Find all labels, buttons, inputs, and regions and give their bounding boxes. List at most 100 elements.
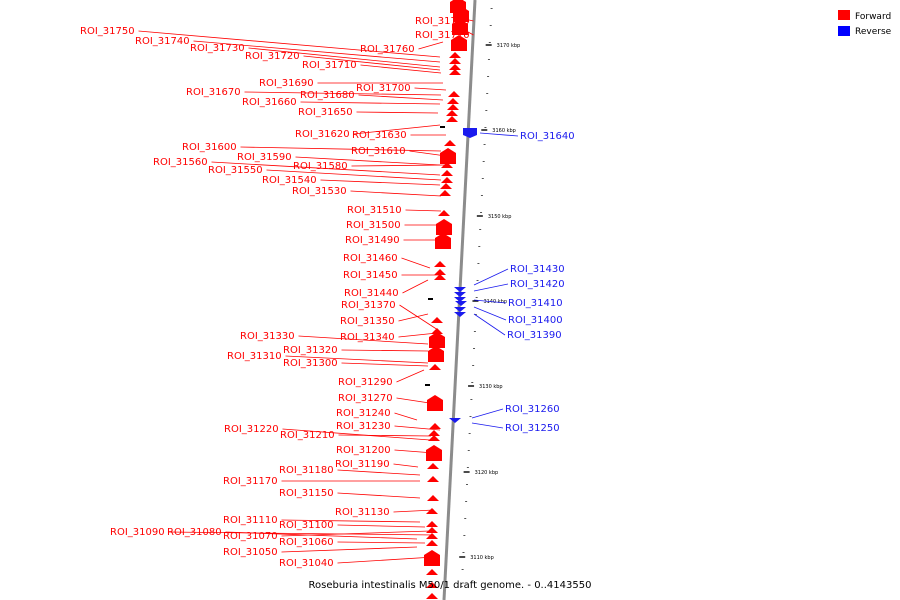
roi-glyph-reverse	[454, 312, 466, 317]
minor-tick	[472, 365, 475, 366]
minor-tick	[478, 246, 481, 247]
roi-glyph-forward	[452, 19, 468, 35]
leader-line	[398, 313, 429, 322]
roi-label: ROI_31560	[153, 157, 208, 168]
leader-line	[402, 279, 429, 294]
leader-line	[473, 299, 507, 304]
roi-glyph-forward	[441, 177, 453, 183]
roi-label: ROI_31440	[344, 288, 399, 299]
leader-line	[356, 111, 439, 114]
roi-label: ROI_31650	[298, 107, 353, 118]
leader-line	[211, 161, 441, 176]
leader-line	[394, 412, 418, 421]
leader-line	[353, 124, 441, 135]
roi-label: ROI_31230	[336, 421, 391, 432]
tick-label: 3170 kbp	[497, 43, 521, 49]
roi-label: ROI_31780	[415, 16, 470, 27]
leader-line	[350, 190, 442, 197]
minor-tick	[480, 212, 483, 213]
tick-label: 3110 kbp	[470, 555, 494, 561]
roi-glyph-forward	[426, 527, 438, 533]
roi-glyph-forward	[438, 210, 450, 216]
roi-label: ROI_31670	[186, 87, 241, 98]
roi-glyph-forward	[426, 445, 442, 461]
roi-glyph-forward	[428, 435, 440, 441]
roi-glyph-forward	[431, 328, 443, 334]
leader-line	[473, 283, 509, 292]
leader-line	[266, 169, 442, 181]
minor-tick	[481, 178, 484, 179]
minor-tick	[474, 314, 477, 315]
roi-glyph-forward	[434, 269, 446, 275]
roi-glyph-forward	[429, 332, 445, 348]
leader-line	[303, 55, 441, 71]
roi-label: ROI_31210	[280, 430, 335, 441]
minor-tick	[465, 484, 468, 485]
roi-label: ROI_31310	[227, 351, 282, 362]
roi-label: ROI_31540	[262, 175, 317, 186]
roi-label: ROI_31300	[283, 358, 338, 369]
leader-line	[300, 101, 441, 105]
leader-line	[225, 531, 418, 540]
roi-label: ROI_31530	[292, 186, 347, 197]
leader-line	[168, 531, 435, 536]
leader-line	[418, 41, 444, 50]
roi-glyph-forward	[426, 508, 438, 514]
roi-labels: ROI_31780ROI_31770ROI_31750ROI_31740ROI_…	[80, 16, 575, 569]
roi-label: ROI_31710	[302, 60, 357, 71]
roi-label: ROI_31220	[224, 424, 279, 435]
roi-label: ROI_31370	[341, 300, 396, 311]
roi-glyph-forward	[424, 550, 440, 566]
minor-tick	[484, 127, 487, 128]
roi-glyph-forward	[440, 148, 456, 164]
roi-glyph-forward	[444, 140, 456, 146]
leader-line	[341, 362, 429, 367]
leader-line	[471, 408, 504, 419]
leader-line	[473, 313, 506, 336]
roi-label: ROI_31250	[505, 423, 560, 434]
roi-label: ROI_31550	[208, 165, 263, 176]
leader-line	[401, 257, 431, 269]
roi-glyph-forward	[448, 91, 460, 97]
roi-label: ROI_31580	[293, 161, 348, 172]
roi-label: ROI_31690	[259, 78, 314, 89]
roi-label: ROI_31590	[237, 152, 292, 163]
leader-line	[240, 146, 442, 152]
roi-glyph-forward	[441, 162, 453, 168]
roi-label: ROI_31290	[338, 377, 393, 388]
leader-line	[285, 355, 429, 364]
leader-line	[138, 30, 441, 58]
roi-label: ROI_31750	[80, 26, 135, 37]
minor-tick	[469, 416, 472, 417]
roi-label: ROI_31760	[360, 44, 415, 55]
minor-tick	[461, 569, 464, 570]
roi-glyph-forward	[434, 274, 446, 280]
minor-tick	[479, 229, 482, 230]
minor-tick	[489, 25, 492, 26]
roi-label: ROI_31110	[223, 515, 278, 526]
roi-label: ROI_31610	[351, 146, 406, 157]
roi-glyph-forward	[447, 104, 459, 110]
roi-glyph-forward	[427, 395, 443, 411]
minor-tick	[466, 467, 469, 468]
leader-line	[320, 179, 441, 186]
roi-glyph-reverse	[449, 418, 461, 423]
minor-tick	[465, 501, 468, 502]
leader-line	[396, 369, 425, 383]
tick-label: 3160 kbp	[492, 128, 516, 134]
leader-line	[281, 530, 431, 537]
tick-dots	[460, 8, 493, 587]
roi-label: ROI_31680	[300, 90, 355, 101]
roi-label: ROI_31450	[343, 270, 398, 281]
roi-glyph-forward	[436, 219, 452, 235]
roi-label: ROI_31090	[110, 527, 165, 538]
roi-label: ROI_31770	[415, 30, 470, 41]
minor-tick	[487, 59, 490, 60]
minor-tick	[477, 263, 480, 264]
roi-glyph-forward	[426, 533, 438, 539]
leader-line	[409, 150, 447, 157]
roi-glyph-forward	[426, 540, 438, 546]
roi-glyph-forward	[426, 569, 438, 575]
roi-glyph-forward	[426, 582, 438, 588]
roi-glyph-forward	[426, 593, 438, 599]
